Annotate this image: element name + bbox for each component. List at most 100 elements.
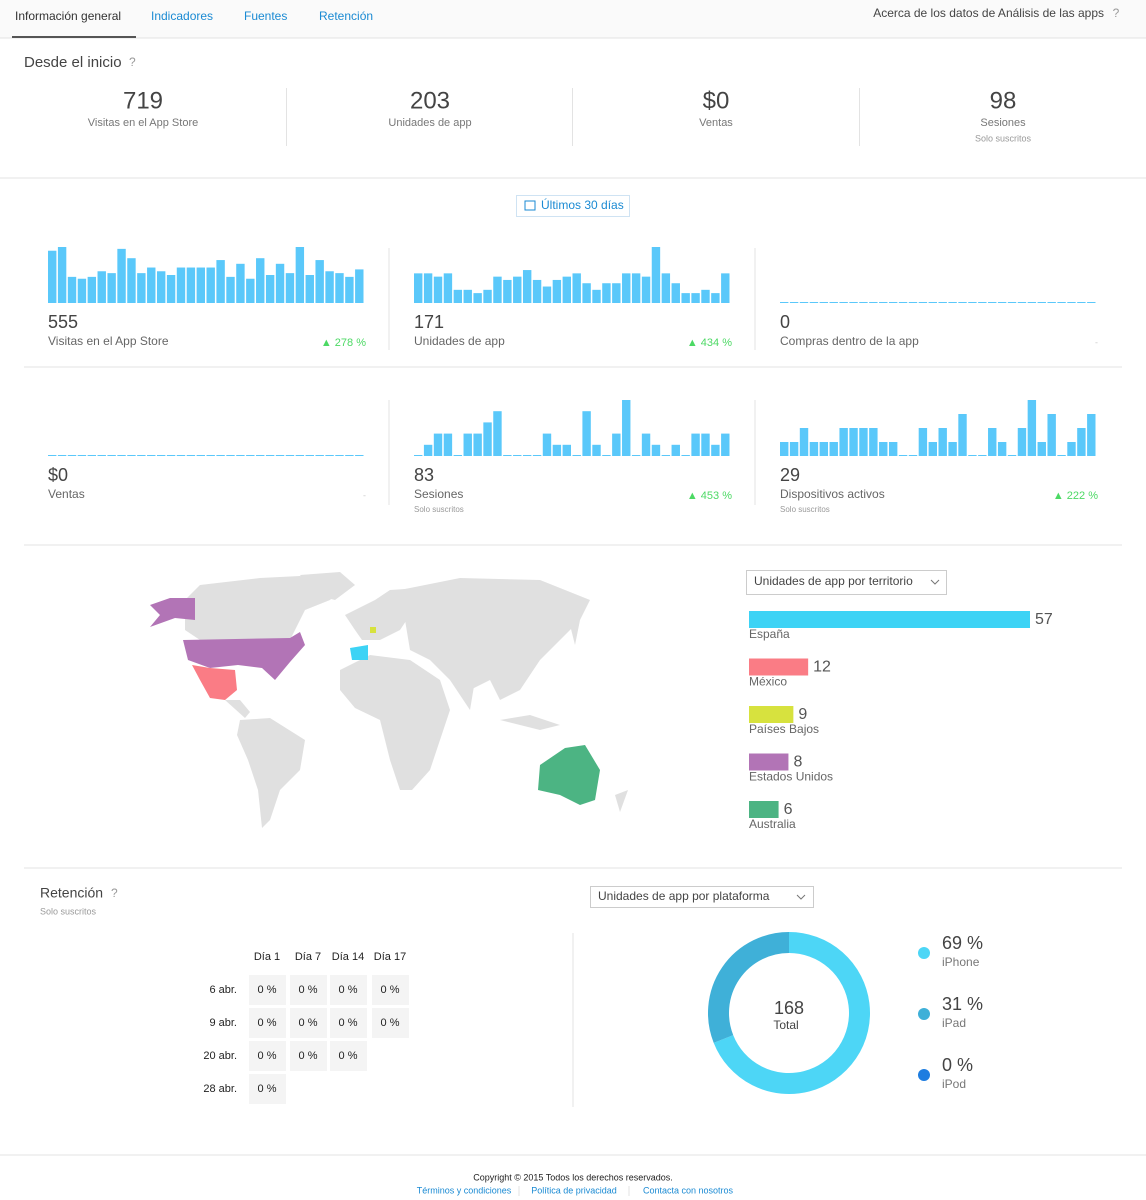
retention-cell [290,975,327,1005]
spark-bar [1057,455,1066,456]
spark-bar [552,444,562,456]
spark-bar [879,302,888,303]
spark-bar [414,273,423,303]
spark-bar [819,442,829,456]
spark-bar [562,444,571,456]
spark-bar [948,302,957,303]
spark-bar [67,455,77,456]
territory-name: Australia [749,817,796,831]
spark-bar [582,411,591,456]
spark-bar [315,260,324,303]
spark-bar [809,302,819,303]
spark-bar [345,455,354,456]
panel-change: - [1095,337,1098,347]
spark-bar [216,260,225,303]
retention-title: Retención [40,885,103,901]
retention-cell [330,975,367,1005]
footer-link[interactable]: Política de privacidad [531,1185,617,1195]
spark-bar [453,289,463,303]
spark-bar [671,283,680,303]
retention-value: 0 % [299,1050,318,1062]
help-icon[interactable]: ? [129,55,136,69]
donut-total-label: Total [773,1018,798,1032]
retention-column: Día 17 [374,951,406,963]
spark-bar [176,267,186,303]
spark-bar [166,455,176,456]
spark-bar [176,455,186,456]
spark-bar [117,248,126,303]
help-icon[interactable]: ? [111,886,118,900]
retention-cell [290,1041,327,1071]
spark-bar [216,455,225,456]
platform-dropdown[interactable] [590,886,814,908]
spark-bar [908,455,918,456]
panel-note: Solo suscritos [780,505,830,514]
nav-tab[interactable]: Retención [319,9,373,23]
spark-bar [1067,302,1076,303]
spark-bar [948,442,957,456]
spark-bar [463,433,472,456]
legend-value: 31 % [942,994,983,1014]
spark-bar [612,283,621,303]
spark-bar [721,273,730,303]
footer-link[interactable]: Términos y condiciones [417,1185,512,1195]
range-button[interactable] [516,195,630,217]
help-icon[interactable]: ? [1113,6,1120,20]
spark-bar [1017,428,1027,456]
nav-tab[interactable]: Fuentes [244,9,287,23]
spark-bar [1047,414,1056,456]
spark-bar [721,433,730,456]
spark-bar [1067,442,1076,456]
retention-value: 0 % [258,1017,277,1029]
spark-bar [335,455,344,456]
panel-label: Visitas en el App Store [48,334,169,348]
stat-value: 719 [123,87,163,114]
retention-value: 0 % [258,1083,277,1095]
spark-bar [1037,302,1046,303]
spark-bar [305,275,314,303]
spark-bar [206,455,215,456]
spark-bar [908,302,918,303]
retention-row-label: 28 abr. [203,1083,237,1095]
spark-bar [295,455,305,456]
territory-dropdown[interactable] [746,570,947,595]
spark-bar [1057,302,1066,303]
spark-bar [156,271,166,303]
spark-bar [285,455,295,456]
spark-bar [997,302,1007,303]
chevron [796,894,806,900]
dropdown-label[interactable]: Unidades de app por plataforma [598,889,770,903]
donut-slice [713,932,870,1094]
spark-bar [928,442,937,456]
spark-bar [582,283,591,303]
nav-tab[interactable]: Información general [15,9,121,23]
spark-bar [651,247,661,303]
spark-bar [246,278,255,303]
stat-value: 203 [410,87,450,114]
retention-row-label: 9 abr. [209,1017,237,1029]
retention-value: 0 % [299,984,318,996]
stat-label: Unidades de app [388,117,471,129]
range-label[interactable]: Últimos 30 días [541,197,624,212]
panel-total: 83 [414,465,434,485]
spark-bar [651,444,661,456]
spark-bar [859,302,868,303]
legend-name: iPhone [942,955,980,969]
spark-bar [631,455,641,456]
retention-cell [372,1008,409,1038]
nav-tab[interactable]: Indicadores [151,9,213,23]
about-link[interactable]: Acerca de los datos de Análisis de las a… [873,6,1104,20]
retention-cell [330,1008,367,1038]
territory-bar [749,706,794,723]
nav-bar [0,0,1146,38]
spark-bar [1027,302,1037,303]
spark-bar [572,273,581,303]
footer-link[interactable]: Contacta con nosotros [643,1185,734,1195]
spark-bar [780,442,789,456]
dropdown-label[interactable]: Unidades de app por territorio [754,574,913,588]
spark-bar [414,455,423,456]
panel-change: ▲ 222 % [1053,490,1098,502]
spark-bar [978,455,987,456]
spark-bar [1027,400,1037,456]
spark-bar [572,455,581,456]
